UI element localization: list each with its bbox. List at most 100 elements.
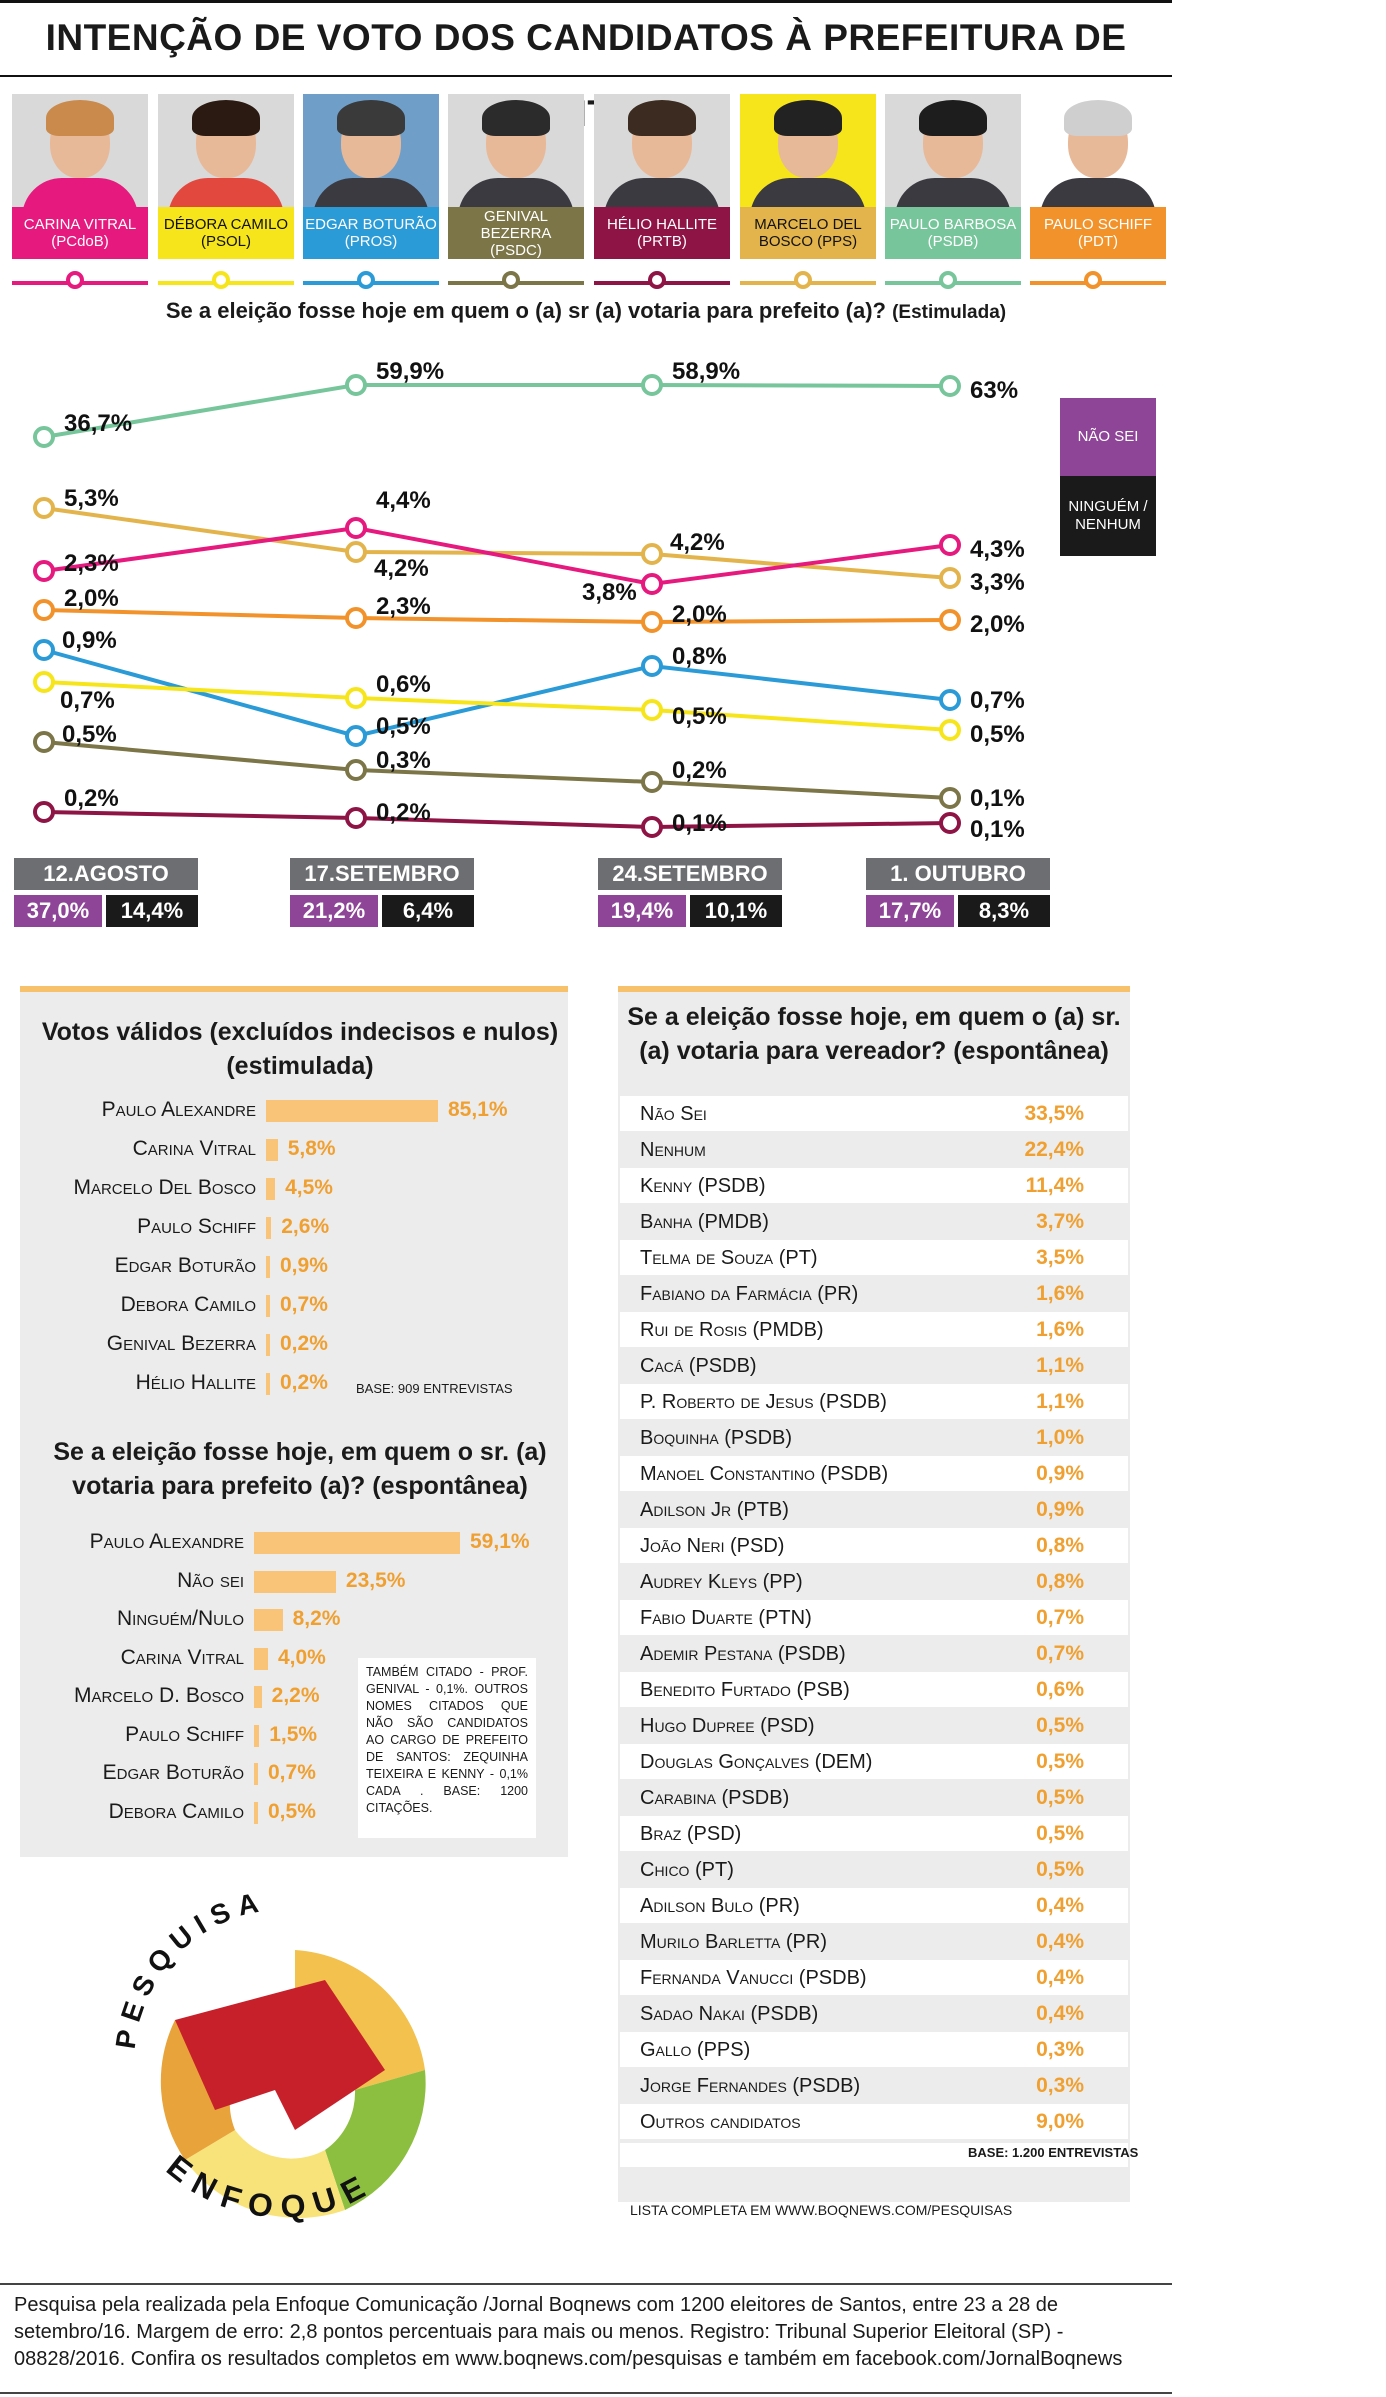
series-point bbox=[345, 607, 367, 629]
series-point bbox=[939, 719, 961, 741]
bar bbox=[266, 1334, 270, 1356]
candidate-card: EDGAR BOTURÃO (PROS) bbox=[303, 94, 439, 289]
bar-category-label: Carina Vitral bbox=[132, 1137, 256, 1160]
series-point bbox=[939, 567, 961, 589]
bar bbox=[266, 1217, 272, 1239]
candidate-party: (PROS) bbox=[344, 233, 398, 250]
bar-category-label: Marcelo Del Bosco bbox=[73, 1176, 256, 1199]
legend-nao-sei: NÃO SEI bbox=[1060, 398, 1156, 476]
councilor-value: 1,6% bbox=[1036, 1282, 1084, 1305]
series-point bbox=[641, 816, 663, 838]
bar-value-label: 4,0% bbox=[277, 1645, 326, 1669]
series-point bbox=[345, 759, 367, 781]
councilor-value: 0,5% bbox=[1036, 1858, 1084, 1881]
photo-hair bbox=[628, 100, 696, 136]
series-point bbox=[345, 725, 367, 747]
photo-body bbox=[313, 178, 429, 207]
bar bbox=[266, 1373, 270, 1395]
line-chart-question: Se a eleição fosse hoje em quem o (a) sr… bbox=[0, 298, 1172, 324]
series-point bbox=[641, 374, 663, 396]
series-point bbox=[939, 787, 961, 809]
bar bbox=[254, 1609, 283, 1631]
candidate-label: GENIVAL BEZERRA (PSDC) bbox=[448, 207, 584, 259]
data-label: 0,2% bbox=[376, 799, 431, 826]
candidate-label: PAULO SCHIFF (PDT) bbox=[1030, 207, 1166, 259]
candidate-name: GENIVAL BEZERRA bbox=[480, 207, 552, 242]
data-label: 0,1% bbox=[970, 816, 1025, 843]
bar-category-label: Edgar Boturão bbox=[114, 1254, 256, 1277]
series-point bbox=[939, 689, 961, 711]
candidate-card: CARINA VITRAL (PCdoB) bbox=[12, 94, 148, 289]
candidate-name: PAULO BARBOSA bbox=[889, 216, 1017, 233]
data-label: 4,4% bbox=[376, 487, 431, 514]
table-row: Boquinha (PSDB) 1,0% bbox=[620, 1420, 1128, 1455]
series-point bbox=[345, 517, 367, 539]
councilor-value: 1,0% bbox=[1036, 1426, 1084, 1449]
candidate-key-dot bbox=[939, 271, 957, 289]
candidate-party: (PSOL) bbox=[200, 233, 251, 250]
data-label: 0,5% bbox=[376, 713, 431, 740]
series-line bbox=[43, 383, 951, 439]
councilor-value: 0,8% bbox=[1036, 1534, 1084, 1557]
councilor-value: 33,5% bbox=[1024, 1102, 1084, 1125]
table-row: Nenhum 22,4% bbox=[620, 1132, 1128, 1167]
photo-body bbox=[604, 178, 720, 207]
table-row: Benedito Furtado (PSB) 0,6% bbox=[620, 1672, 1128, 1707]
bar-value-label: 1,5% bbox=[269, 1722, 318, 1746]
bar-value-label: 8,2% bbox=[292, 1607, 341, 1630]
data-label: 0,5% bbox=[62, 721, 117, 748]
photo-body bbox=[458, 178, 574, 207]
table-row: Adilson Jr (PTB) 0,9% bbox=[620, 1492, 1128, 1527]
data-label: 4,3% bbox=[970, 536, 1025, 563]
table-row: Telma de Souza (PT) 3,5% bbox=[620, 1240, 1128, 1275]
line-chart: 36,7% 59,9% 58,9% 63% 5,3% 4,2% 4,2% 3,3% 2,3% 4,… bbox=[33, 358, 1025, 843]
table-row: Audrey Kleys (PP) 0,8% bbox=[620, 1564, 1128, 1599]
councilor-value: 0,5% bbox=[1036, 1786, 1084, 1809]
series-point bbox=[939, 534, 961, 556]
councilor-value: 1,6% bbox=[1036, 1318, 1084, 1341]
data-label: 3,8% bbox=[582, 579, 637, 606]
candidate-party: (PCdoB) bbox=[51, 233, 109, 250]
candidate-name: CARINA VITRAL bbox=[23, 216, 137, 233]
bar-category-label: Paulo Alexandre bbox=[101, 1098, 256, 1121]
councilor-value: 0,9% bbox=[1036, 1498, 1084, 1521]
nao-sei-value: 21,2% bbox=[290, 895, 378, 927]
councilor-value: 0,5% bbox=[1036, 1822, 1084, 1845]
councilor-name: João Neri (PSD) bbox=[640, 1535, 785, 1557]
series-point bbox=[641, 655, 663, 677]
councilor-name: Gallo (PPS) bbox=[640, 2039, 751, 2061]
councilor-note: BASE: 1.200 ENTREVISTAS bbox=[968, 2145, 1139, 2160]
councilor-value: 0,7% bbox=[1036, 1642, 1084, 1665]
data-label: 63% bbox=[970, 377, 1018, 404]
photo-body bbox=[895, 178, 1011, 207]
councilor-value: 3,7% bbox=[1036, 1210, 1084, 1233]
councilor-value: 0,5% bbox=[1036, 1714, 1084, 1737]
photo-hair bbox=[774, 100, 842, 136]
councilor-value: 0,3% bbox=[1036, 2038, 1084, 2061]
data-label: 36,7% bbox=[64, 410, 132, 437]
bar bbox=[254, 1801, 258, 1824]
enfoque-logo: PESQUISA ENFOQUE bbox=[110, 1890, 426, 2225]
bar bbox=[254, 1570, 336, 1593]
series-point bbox=[33, 426, 55, 448]
councilor-name: Carabina (PSDB) bbox=[640, 1787, 790, 1809]
date-label: 1. OUTUBRO bbox=[866, 858, 1050, 890]
candidate-party: (PDT) bbox=[1078, 233, 1118, 250]
data-label: 58,9% bbox=[672, 358, 740, 385]
table-row: Carabina (PSDB) 0,5% bbox=[620, 1780, 1128, 1815]
councilor-name: Benedito Furtado (PSB) bbox=[640, 1679, 850, 1701]
table-row: Banha (PMDB) 3,7% bbox=[620, 1204, 1128, 1239]
bar-value-label: 23,5% bbox=[345, 1568, 406, 1592]
candidate-name: EDGAR BOTURÃO bbox=[305, 216, 437, 233]
bar-category-label: Paulo Schiff bbox=[125, 1722, 244, 1746]
series-point bbox=[33, 497, 55, 519]
table-row: Não Sei 33,5% bbox=[620, 1096, 1128, 1131]
bar-category-label: Edgar Boturão bbox=[102, 1761, 244, 1784]
right-panel-accent bbox=[618, 986, 1130, 992]
candidate-key-dot bbox=[1084, 271, 1102, 289]
series-point bbox=[345, 541, 367, 563]
table-row: Manoel Constantino (PSDB) 0,9% bbox=[620, 1456, 1128, 1491]
councilor-name: Fabio Duarte (PTN) bbox=[640, 1607, 812, 1629]
photo-hair bbox=[192, 100, 260, 136]
data-label: 0,1% bbox=[970, 785, 1025, 812]
